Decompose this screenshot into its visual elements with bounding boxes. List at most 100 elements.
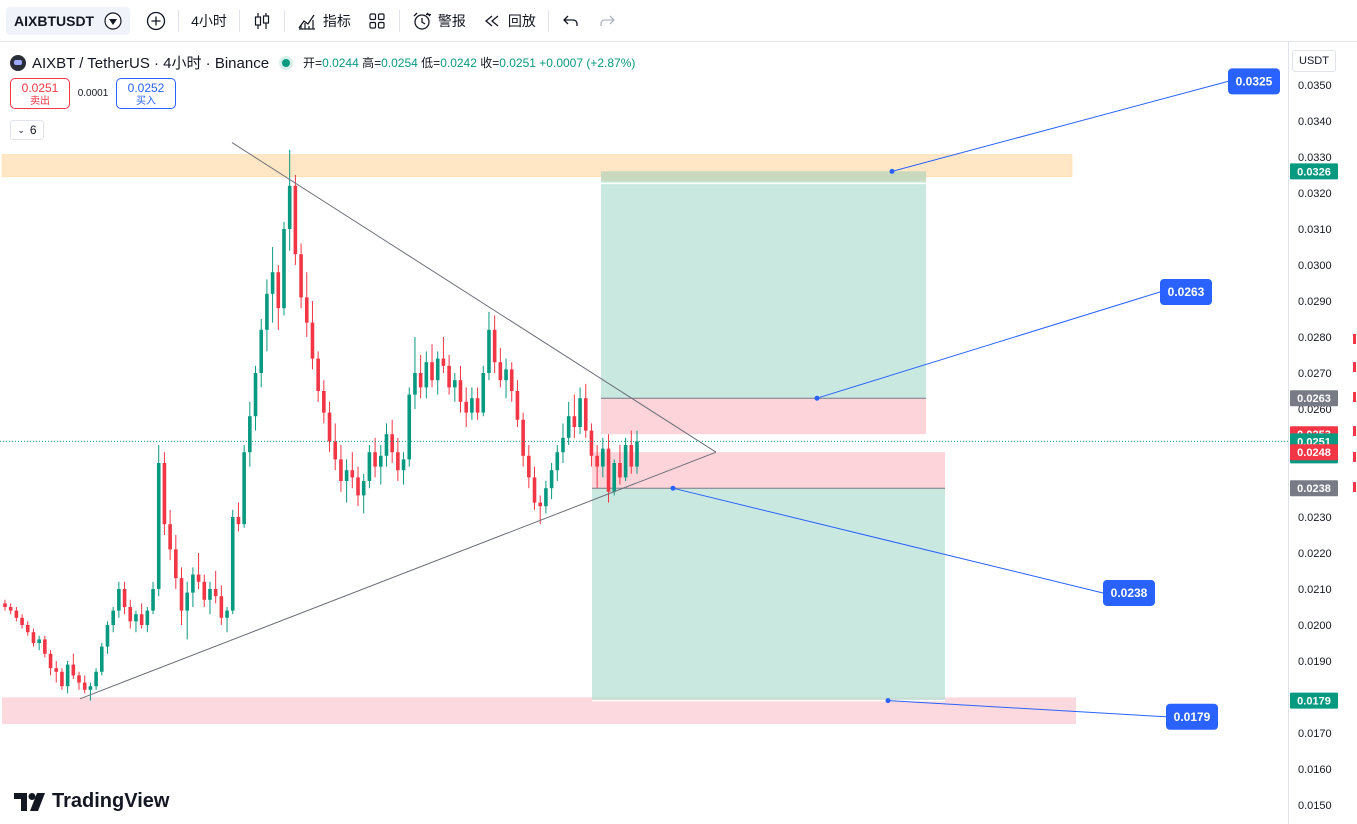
candle-body — [60, 671, 64, 687]
candle-body — [327, 412, 332, 442]
candle-body — [566, 416, 571, 438]
candle-body — [396, 452, 400, 471]
candle-body — [418, 373, 423, 388]
interval-button[interactable]: 4小时 — [191, 12, 227, 29]
candle-body — [304, 297, 309, 323]
y-tick-label: 0.0210 — [1298, 584, 1332, 596]
chevron-down-icon: ⌄ — [17, 124, 25, 135]
chart-type-button[interactable] — [244, 5, 280, 37]
replay-button[interactable]: 回放 — [474, 5, 544, 37]
candle-body — [77, 675, 81, 683]
candle-body — [3, 603, 7, 607]
lower-trendline — [79, 451, 717, 700]
candle-body — [612, 463, 617, 492]
candle-body — [623, 445, 628, 478]
redo-icon — [600, 15, 615, 26]
short-target-zone — [592, 488, 945, 701]
candle-body — [435, 358, 440, 381]
candle-body — [128, 607, 133, 622]
indicators-collapse-button[interactable]: ⌄ 6 — [10, 120, 44, 140]
y-tick-label: 0.0350 — [1298, 80, 1332, 92]
alert-marker — [1353, 482, 1356, 492]
candle-body — [310, 322, 315, 359]
price-tag-label: 0.0248 — [1297, 447, 1331, 459]
toolbar-divider — [398, 9, 400, 32]
y-tick-label: 0.0220 — [1298, 548, 1332, 560]
alert-label: 警报 — [437, 12, 466, 29]
high-label: 高= — [362, 56, 382, 70]
candle-body — [618, 463, 622, 478]
candle-body — [413, 373, 417, 395]
callout-box — [1228, 68, 1280, 95]
candle-body — [270, 272, 275, 294]
candle-body — [37, 639, 41, 643]
alert-marker — [1353, 426, 1356, 436]
candle-body — [151, 589, 155, 611]
alert-button[interactable]: 警报 — [404, 5, 474, 37]
price-tag — [1290, 163, 1338, 180]
candle-body — [94, 671, 98, 687]
candle-body — [265, 293, 269, 330]
y-tick-label: 0.0280 — [1298, 332, 1332, 344]
candle-body — [54, 668, 59, 672]
buy-button[interactable]: 0.0252 买入 — [116, 78, 176, 109]
currency-selector[interactable]: USDT — [1292, 50, 1336, 72]
undo-button[interactable] — [553, 5, 589, 37]
indicators-button[interactable]: 指标 — [289, 5, 359, 37]
candle-body — [390, 434, 394, 453]
candle-body — [430, 362, 434, 381]
redo-button[interactable] — [589, 5, 625, 37]
candle-body — [373, 452, 377, 467]
indicators-label: 指标 — [322, 12, 351, 29]
candle-body — [475, 398, 480, 413]
candle-body — [174, 549, 178, 579]
y-tick-label: 0.0290 — [1298, 296, 1332, 308]
price-tag-label: 0.0263 — [1297, 393, 1331, 405]
price-tag-label: 0.0179 — [1297, 696, 1331, 708]
candle-body — [407, 394, 412, 460]
layouts-button[interactable] — [359, 5, 395, 37]
toolbar-divider — [178, 9, 180, 32]
callout-leader-line — [887, 700, 1167, 718]
candle-body — [117, 589, 121, 611]
candle-body — [14, 610, 19, 618]
tradingview-logo-icon — [14, 792, 45, 811]
candle-body — [572, 416, 577, 427]
candle-body — [453, 380, 457, 388]
price-tag-label: 0.0326 — [1297, 166, 1331, 178]
price-tag-label: 0.0238 — [1297, 483, 1331, 495]
callout-box — [1166, 703, 1218, 730]
alert-marker — [1353, 452, 1356, 462]
candle-body — [208, 589, 212, 600]
candle-body — [356, 477, 360, 496]
y-tick-label: 0.0190 — [1298, 656, 1332, 668]
alert-marker — [1353, 392, 1356, 402]
candles-icon — [254, 12, 270, 29]
callout-label: 0.0238 — [1111, 586, 1148, 600]
candle-body — [549, 470, 554, 489]
callout-label: 0.0325 — [1236, 74, 1273, 88]
callout-anchor — [889, 168, 895, 174]
candle-body — [384, 434, 389, 456]
candle-body — [350, 470, 355, 478]
long-target-band — [601, 171, 926, 182]
sell-price: 0.0251 — [21, 81, 59, 95]
candle-body — [458, 380, 463, 402]
y-tick-label: 0.0270 — [1298, 368, 1332, 380]
price-tag — [1290, 444, 1338, 461]
symbol-search-button[interactable]: AIXBTUSDT — [6, 6, 131, 35]
close-value: 0.0251 — [499, 56, 536, 70]
candle-body — [179, 578, 184, 611]
ohlc-values: 开=0.0244 高=0.0254 低=0.0242 收=0.0251 +0.0… — [303, 54, 635, 71]
candle-body — [509, 369, 514, 391]
candle-body — [139, 614, 144, 625]
sell-button[interactable]: 0.0251 卖出 — [10, 78, 70, 109]
tradingview-logo[interactable]: TradingView — [14, 790, 169, 813]
candle-body — [378, 455, 383, 467]
callout-leader-line — [816, 291, 1161, 399]
compare-add-button[interactable] — [138, 5, 174, 37]
candle-body — [65, 664, 70, 687]
candle-body — [606, 448, 611, 492]
price-chart[interactable]: 0.0325 0.0263 0.0238 0.0179 0.0350 0.0340 0.03… — [0, 42, 1357, 824]
candle-body — [464, 401, 468, 413]
